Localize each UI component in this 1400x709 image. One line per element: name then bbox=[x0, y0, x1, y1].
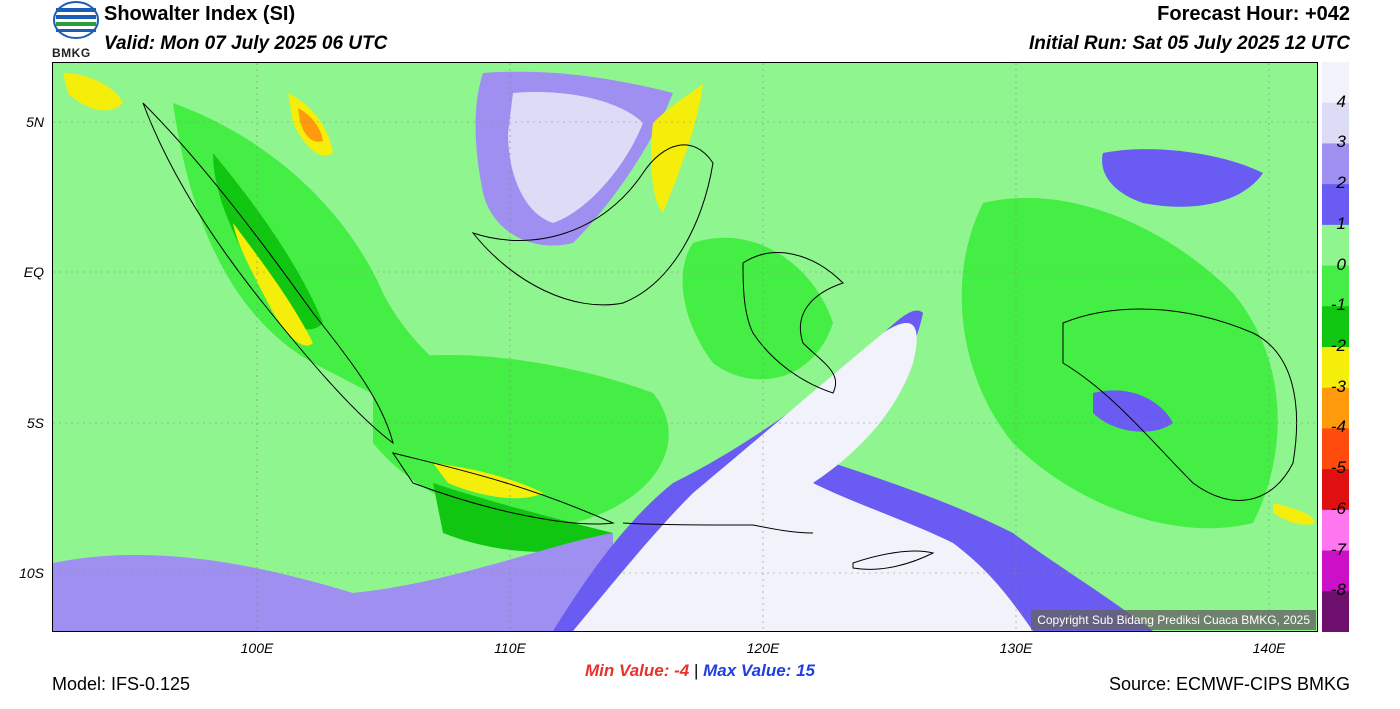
lon-label-110e: 110E bbox=[494, 640, 526, 656]
valid-time: Valid: Mon 07 July 2025 06 UTC bbox=[104, 33, 388, 54]
legend-swatch bbox=[1322, 62, 1349, 104]
unstable-region-north-borneo bbox=[651, 83, 703, 213]
legend-label: -7 bbox=[1330, 539, 1346, 559]
lon-label-140e: 140E bbox=[1252, 640, 1286, 656]
stable-region-borneo-core bbox=[508, 92, 643, 223]
lon-label-100e: 100E bbox=[240, 640, 274, 656]
lon-label-130e: 130E bbox=[999, 640, 1033, 656]
coastline-sulawesi bbox=[742, 252, 844, 394]
legend-label: -4 bbox=[1330, 417, 1346, 437]
logo-text: BMKG bbox=[52, 46, 91, 60]
lon-label-120e: 120E bbox=[746, 640, 780, 656]
legend-label: -2 bbox=[1330, 336, 1346, 355]
green-region-east bbox=[961, 197, 1278, 529]
legend-colorbar bbox=[1322, 62, 1349, 633]
coastline-java bbox=[391, 452, 615, 525]
legend-swatch bbox=[1322, 102, 1349, 144]
legend-swatch bbox=[1322, 469, 1349, 511]
min-value: -4 bbox=[674, 661, 690, 680]
coastlines bbox=[142, 102, 1298, 570]
copyright-note: Copyright Sub Bidang Prediksi Cuaca BMKG… bbox=[1031, 610, 1316, 630]
legend-label: -3 bbox=[1330, 376, 1346, 396]
green-region-java-sea bbox=[373, 354, 669, 525]
hotspot-malaya bbox=[298, 108, 323, 142]
legend-label: -8 bbox=[1330, 580, 1346, 600]
stable-region-flores-sea bbox=[573, 323, 1033, 631]
green-region-west bbox=[173, 103, 513, 428]
map-title: Showalter Index (SI) bbox=[104, 3, 296, 25]
legend-swatch bbox=[1322, 428, 1349, 470]
legend-swatch bbox=[1322, 591, 1349, 633]
lat-label-5n: 5N bbox=[26, 114, 44, 130]
unstable-region-java bbox=[433, 463, 543, 499]
stable-region-south-pacific bbox=[53, 533, 613, 631]
legend-svg bbox=[1322, 62, 1349, 633]
coastline-papua bbox=[1062, 308, 1298, 501]
min-value-label: Min Value: bbox=[585, 661, 670, 680]
max-value: 15 bbox=[796, 661, 815, 680]
initial-run: Initial Run: Sat 05 July 2025 12 UTC bbox=[1029, 33, 1350, 54]
max-value-label: Max Value: bbox=[703, 661, 792, 680]
si-map-panel bbox=[52, 62, 1318, 632]
min-max-separator: | bbox=[693, 661, 699, 680]
coastline-borneo bbox=[471, 144, 714, 306]
legend-label: 1 bbox=[1336, 213, 1346, 233]
lat-label-5s: 5S bbox=[26, 415, 44, 431]
legend-swatch bbox=[1322, 143, 1349, 185]
unstable-region-papua bbox=[1273, 503, 1315, 525]
legend-label: -5 bbox=[1330, 458, 1346, 478]
legend-swatch bbox=[1322, 550, 1349, 592]
coastline-lesser-sunda bbox=[622, 522, 814, 534]
coastline-timor bbox=[852, 550, 935, 570]
legend-swatch bbox=[1322, 347, 1349, 389]
legend-label: 2 bbox=[1336, 173, 1346, 193]
bmkg-logo bbox=[52, 0, 100, 60]
unstable-region-north-sumatra bbox=[63, 73, 123, 111]
green-region-central bbox=[682, 237, 833, 380]
green-region-sumatra bbox=[213, 153, 323, 330]
legend-swatch bbox=[1322, 306, 1349, 348]
grid bbox=[53, 63, 1317, 631]
legend-swatch bbox=[1322, 224, 1349, 267]
model-label: Model: IFS-0.125 bbox=[52, 674, 191, 694]
coastline-sumatra bbox=[142, 102, 394, 445]
lat-label-eq: EQ bbox=[23, 264, 44, 280]
legend-swatch bbox=[1322, 265, 1349, 307]
stable-region-north-pacific bbox=[1102, 149, 1263, 207]
legend-swatch bbox=[1322, 387, 1349, 429]
legend-label: 3 bbox=[1336, 132, 1346, 152]
green-region-south-java bbox=[433, 483, 613, 552]
forecast-hour: Forecast Hour: +042 bbox=[1157, 3, 1350, 25]
legend-label: 4 bbox=[1336, 91, 1346, 111]
legend-swatch bbox=[1322, 184, 1349, 226]
lat-label-10s: 10S bbox=[19, 565, 44, 581]
source-label: Source: ECMWF-CIPS BMKG bbox=[1108, 674, 1350, 694]
si-map bbox=[53, 63, 1317, 631]
legend-swatch bbox=[1322, 509, 1349, 552]
legend-label: -1 bbox=[1330, 295, 1346, 315]
legend-label: 0 bbox=[1336, 254, 1346, 274]
legend-label: -6 bbox=[1330, 498, 1346, 518]
min-max-values: Min Value: -4 | Max Value: 15 bbox=[0, 661, 1400, 681]
unstable-region-sumatra bbox=[233, 223, 313, 346]
